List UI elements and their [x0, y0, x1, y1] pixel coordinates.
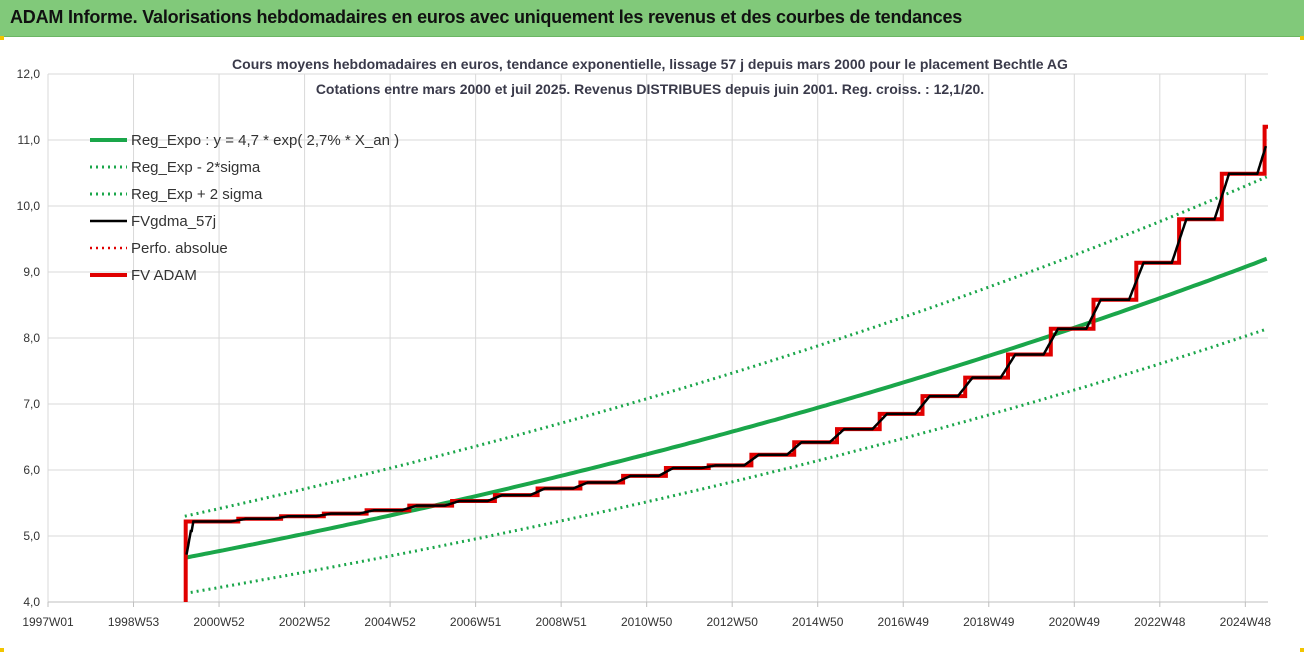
y-tick-label: 9,0	[23, 265, 40, 279]
series-line	[184, 175, 1268, 518]
y-tick-label: 7,0	[23, 397, 40, 411]
x-tick-label: 2010W50	[621, 615, 673, 629]
x-tick-label: 2018W49	[963, 615, 1015, 629]
x-tick-label: 2002W52	[279, 615, 331, 629]
chart-title: Cours moyens hebdomadaires en euros, ten…	[232, 56, 1068, 72]
x-tick-label: 2004W52	[364, 615, 416, 629]
corner-mark-tl	[0, 36, 4, 40]
legend-label: Reg_Exp - 2*sigma	[131, 159, 261, 176]
series-line	[184, 327, 1268, 595]
x-tick-label: 2024W48	[1220, 615, 1272, 629]
x-tick-label: 2014W50	[792, 615, 844, 629]
legend: Reg_Expo : y = 4,7 * exp( 2,7% * X_an ) R…	[90, 132, 399, 284]
chart: 4,0 5,0 6,0 7,0 8,0 9,0 10,0 11,0 12,0 1997W01 199…	[17, 56, 1272, 629]
series-line	[183, 124, 1268, 602]
chart-subtitle: Cotations entre mars 2000 et juil 2025. …	[316, 81, 984, 97]
y-tick-label: 4,0	[23, 595, 40, 609]
page-title: ADAM Informe. Valorisations hebdomadaire…	[10, 7, 963, 27]
legend-label: Perfo. absolue	[131, 240, 228, 257]
x-tick-label: 2022W48	[1134, 615, 1186, 629]
y-tick-label: 10,0	[17, 199, 41, 213]
x-tick-label: 2012W50	[707, 615, 759, 629]
legend-label: FV ADAM	[131, 267, 197, 284]
y-tick-label: 8,0	[23, 331, 40, 345]
y-tick-label: 6,0	[23, 463, 40, 477]
x-tick-label: 1997W01	[22, 615, 74, 629]
title-bar: ADAM Informe. Valorisations hebdomadaire…	[0, 0, 1304, 37]
series-line	[185, 145, 1268, 555]
legend-label: Reg_Expo : y = 4,7 * exp( 2,7% * X_an )	[131, 132, 399, 149]
x-tick-label: 2008W51	[535, 615, 587, 629]
y-tick-label: 11,0	[18, 133, 41, 147]
corner-mark-tr	[1300, 36, 1304, 40]
corner-mark-bl	[0, 648, 4, 652]
legend-label: Reg_Exp + 2 sigma	[131, 186, 263, 203]
x-tick-label: 2000W52	[193, 615, 245, 629]
y-tick-label: 5,0	[23, 529, 40, 543]
y-tick-label: 12,0	[17, 67, 41, 81]
corner-mark-br	[1300, 648, 1304, 652]
series-line	[184, 256, 1268, 560]
grid	[47, 73, 1268, 607]
legend-label: FVgdma_57j	[131, 213, 216, 230]
series	[183, 124, 1268, 602]
x-tick-label: 2016W49	[878, 615, 930, 629]
x-tick-label: 2006W51	[450, 615, 502, 629]
axis-ticks: 4,0 5,0 6,0 7,0 8,0 9,0 10,0 11,0 12,0 1997W01 199…	[17, 67, 1272, 629]
x-tick-label: 2020W49	[1049, 615, 1101, 629]
x-tick-label: 1998W53	[108, 615, 160, 629]
